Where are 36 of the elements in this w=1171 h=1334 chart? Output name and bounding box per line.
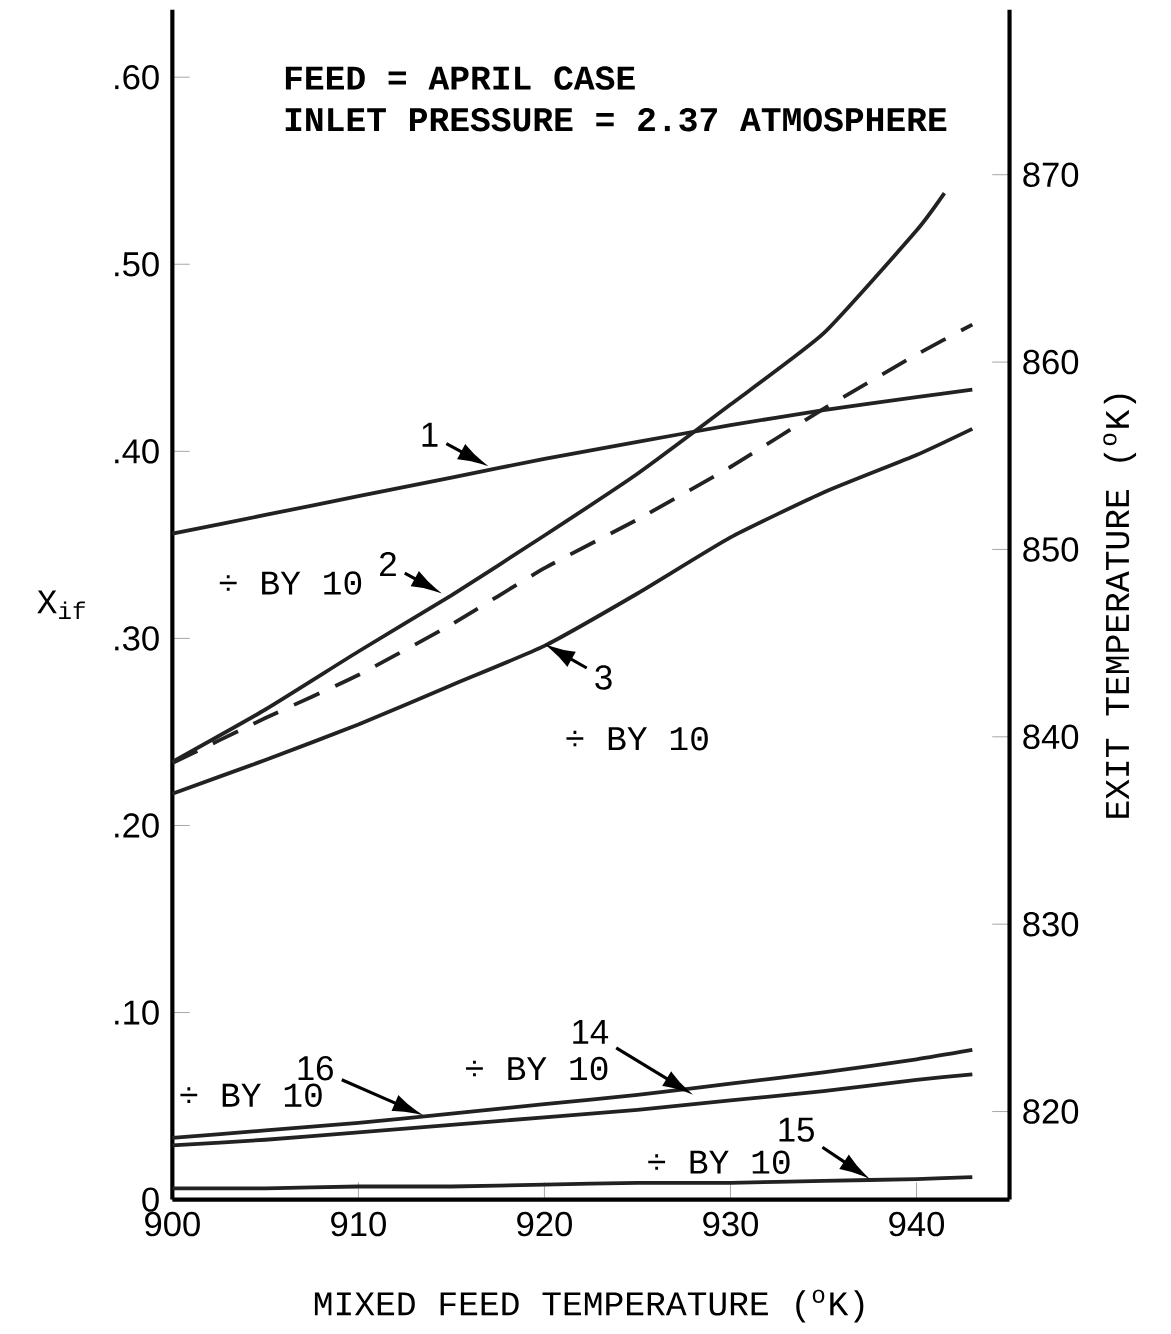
y2-tick-label: 820 <box>1023 1099 1079 1124</box>
annotation: ÷ BY 10 <box>466 1056 608 1081</box>
line-series <box>170 1048 975 1140</box>
annotation: 15 <box>779 1117 814 1142</box>
y-tick-label: .10 <box>115 1000 159 1025</box>
annotation: 14 <box>573 1019 609 1044</box>
y2-tick-label: 850 <box>1023 537 1079 562</box>
annotation: ÷ BY 10 <box>566 726 708 751</box>
y2-tick-label: 860 <box>1023 349 1079 375</box>
text: INLET PRESSURE = 2.37 ATMOSPHERE <box>285 107 947 132</box>
y-tick-label: .60 <box>115 64 159 90</box>
x-tick-label: 910 <box>331 1211 386 1237</box>
annotation: 2 <box>380 551 396 577</box>
annotation: ÷ BY 10 <box>648 1150 790 1174</box>
y-tick-label: .40 <box>115 439 159 464</box>
y2-axis-title: EXIT TEMPERATURE ($^{o}$K) <box>1103 394 1137 818</box>
x-tick-label: 900 <box>145 1211 200 1237</box>
annotation: 1 <box>422 422 438 447</box>
line-series <box>170 1175 975 1191</box>
x-axis-title: MIXED FEED TEMPERATURE ($^{o}$K) <box>314 1289 864 1323</box>
x-tick-label: 920 <box>517 1211 572 1237</box>
y-tick-label: 0 <box>142 1187 159 1212</box>
annotation: ÷ BY 10 <box>180 1083 322 1107</box>
text: FEED = APRIL CASE <box>285 66 635 90</box>
annotation: 3 <box>595 665 612 690</box>
y-tick-label: .50 <box>115 252 159 277</box>
y2-tick-label: 870 <box>1023 162 1079 187</box>
y2-tick-label: 830 <box>1023 911 1079 937</box>
x-tick-label: 930 <box>703 1211 758 1237</box>
annotation: ÷ BY 10 <box>219 571 362 595</box>
y-tick-label: .20 <box>115 813 159 838</box>
y-tick-label: .30 <box>115 626 159 651</box>
x-tick-label: 940 <box>889 1211 945 1237</box>
annotation: 16 <box>298 1055 333 1081</box>
y2-tick-label: 840 <box>1023 724 1079 750</box>
y-axis-title: X$_{if}$ <box>37 590 85 619</box>
